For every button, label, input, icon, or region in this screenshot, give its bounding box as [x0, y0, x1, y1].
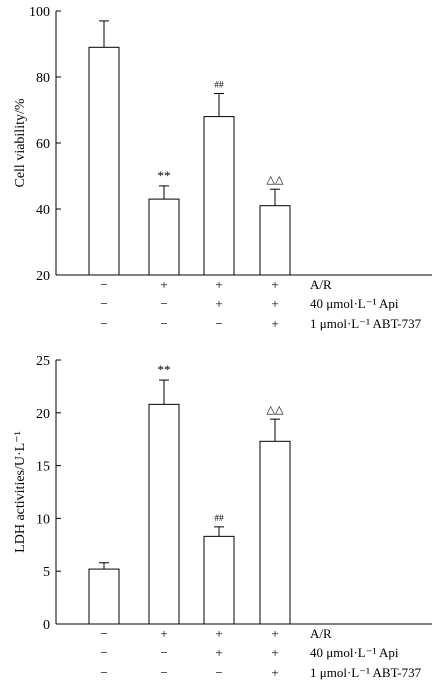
- y-tick-label: 20: [36, 269, 50, 284]
- condition-sign: +: [271, 316, 278, 331]
- condition-sign: +: [271, 665, 278, 680]
- condition-sign: +: [271, 296, 278, 311]
- y-axis-label: Cell viability/%: [13, 98, 28, 187]
- y-tick-label: 0: [43, 618, 50, 633]
- y-tick-label: 100: [29, 5, 50, 20]
- significance-marker: ##: [215, 513, 225, 523]
- y-tick-label: 25: [36, 354, 50, 369]
- condition-label: 40 μmol·L⁻¹ Api: [310, 296, 399, 311]
- y-tick-label: 60: [36, 137, 50, 152]
- bar: [88, 568, 120, 625]
- y-tick-label: 5: [43, 565, 50, 580]
- condition-sign: +: [215, 626, 222, 641]
- condition-label: 40 μmol·L⁻¹ Api: [310, 645, 399, 660]
- significance-marker: △△: [267, 174, 284, 186]
- condition-sign: −: [100, 665, 107, 680]
- bar: [259, 440, 291, 625]
- condition-label: A/R: [310, 277, 332, 292]
- condition-sign: −: [100, 277, 107, 292]
- condition-sign: −: [100, 296, 107, 311]
- condition-sign: −: [215, 316, 222, 331]
- bar: [88, 46, 120, 276]
- significance-marker: **: [158, 362, 171, 377]
- significance-marker: **: [158, 168, 171, 183]
- condition-sign: +: [271, 626, 278, 641]
- condition-sign: −: [100, 645, 107, 660]
- condition-sign: +: [271, 277, 278, 292]
- condition-sign: −: [215, 665, 222, 680]
- bar: [203, 535, 235, 625]
- condition-sign: +: [215, 645, 222, 660]
- condition-label: A/R: [310, 626, 332, 641]
- condition-sign: −: [160, 665, 167, 680]
- bar: [259, 205, 291, 276]
- y-axis-label: LDH activities/U·L⁻¹: [13, 431, 28, 553]
- bar: [203, 116, 235, 276]
- condition-sign: +: [215, 277, 222, 292]
- condition-sign: −: [100, 316, 107, 331]
- significance-marker: △△: [267, 404, 284, 416]
- y-tick-label: 10: [36, 512, 50, 527]
- condition-label: 1 μmol·L⁻¹ ABT-737: [310, 316, 422, 331]
- bar: [148, 403, 180, 625]
- condition-sign: +: [271, 645, 278, 660]
- condition-sign: +: [160, 626, 167, 641]
- y-tick-label: 20: [36, 407, 50, 422]
- condition-sign: +: [215, 296, 222, 311]
- y-tick-label: 15: [36, 460, 50, 475]
- condition-sign: +: [160, 277, 167, 292]
- y-tick-label: 40: [36, 203, 50, 218]
- condition-sign: −: [160, 316, 167, 331]
- condition-label: 1 μmol·L⁻¹ ABT-737: [310, 665, 422, 680]
- y-tick-label: 80: [36, 71, 50, 86]
- condition-sign: −: [160, 296, 167, 311]
- condition-sign: −: [160, 645, 167, 660]
- significance-marker: ##: [215, 80, 225, 90]
- condition-sign: −: [100, 626, 107, 641]
- bar: [148, 198, 180, 276]
